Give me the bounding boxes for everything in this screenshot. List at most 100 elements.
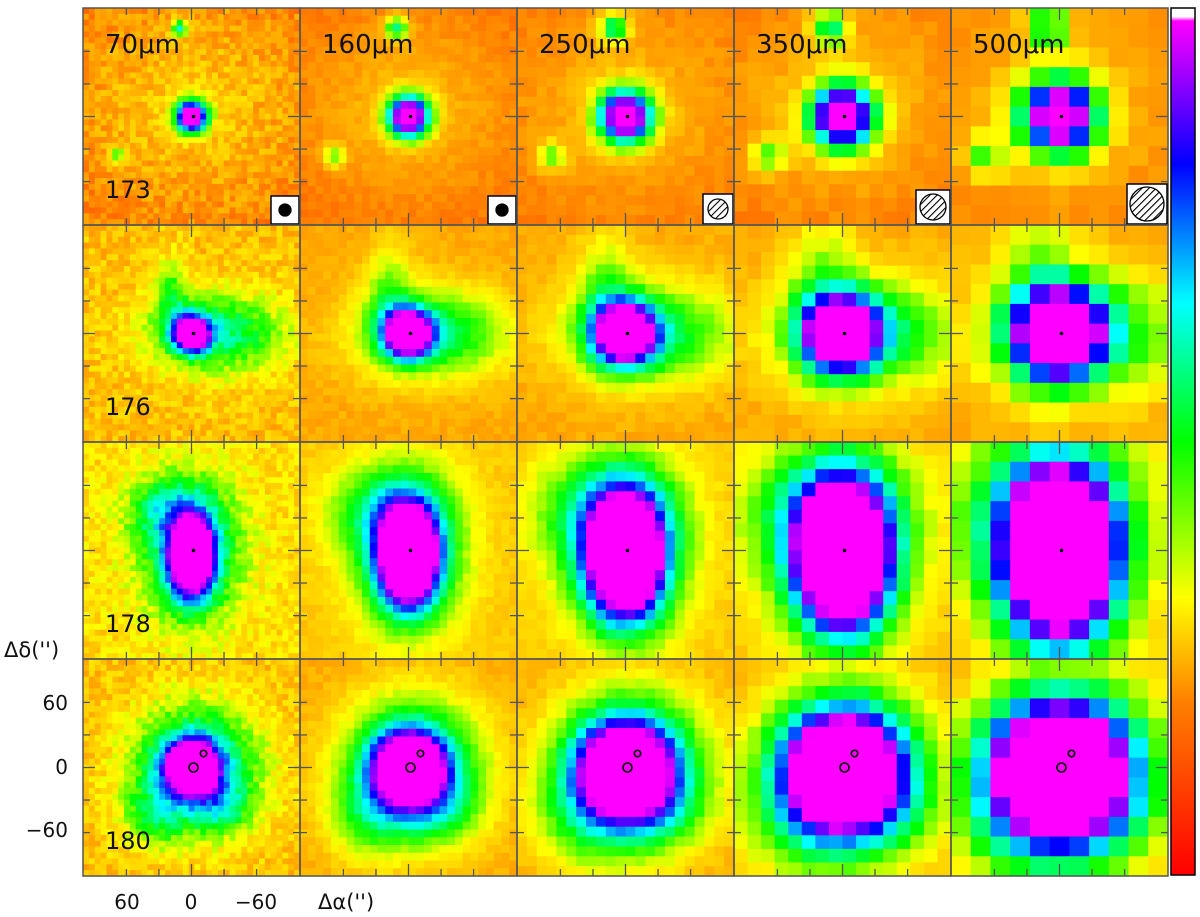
- map-pixel: [264, 324, 272, 332]
- map-pixel: [393, 232, 402, 242]
- map-pixel: [307, 62, 317, 71]
- map-pixel: [883, 89, 898, 104]
- map-pixel: [223, 271, 231, 279]
- map-pixel: [159, 43, 166, 50]
- map-pixel: [354, 217, 363, 226]
- map-pixel: [264, 230, 272, 238]
- map-pixel: [331, 39, 340, 48]
- map-pixel: [307, 271, 317, 280]
- map-pixel: [235, 25, 242, 33]
- map-pixel: [112, 406, 119, 414]
- map-pixel: [447, 287, 456, 296]
- map-pixel: [1108, 205, 1130, 226]
- map-pixel: [385, 116, 394, 125]
- map-pixel: [615, 106, 627, 118]
- map-pixel: [509, 54, 518, 63]
- map-pixel: [176, 301, 184, 308]
- map-pixel: [118, 19, 125, 27]
- map-pixel: [217, 31, 225, 38]
- map-pixel: [235, 195, 242, 203]
- map-pixel: [147, 371, 154, 379]
- map-pixel: [424, 147, 433, 156]
- map-pixel: [331, 263, 340, 273]
- map-pixel: [447, 39, 456, 48]
- map-pixel: [118, 283, 125, 291]
- map-pixel: [264, 90, 272, 97]
- map-pixel: [188, 400, 196, 408]
- map-pixel: [124, 371, 131, 379]
- map-pixel: [212, 254, 219, 261]
- map-pixel: [501, 225, 510, 234]
- map-pixel: [546, 17, 558, 29]
- map-pixel: [118, 330, 125, 338]
- map-pixel: [124, 66, 131, 74]
- map-pixel: [288, 25, 295, 33]
- map-pixel: [264, 84, 272, 91]
- map-pixel: [188, 37, 196, 44]
- map-pixel: [439, 46, 448, 56]
- map-pixel: [493, 85, 503, 94]
- map-pixel: [470, 155, 479, 164]
- map-pixel: [294, 13, 301, 21]
- map-pixel: [300, 62, 309, 71]
- map-pixel: [970, 165, 992, 187]
- map-pixel: [307, 201, 317, 211]
- map-pixel: [307, 70, 317, 79]
- map-pixel: [883, 157, 898, 172]
- map-pixel: [188, 54, 196, 62]
- map-pixel: [94, 307, 102, 314]
- map-pixel: [147, 377, 154, 384]
- map-pixel: [223, 166, 231, 173]
- map-pixel: [400, 225, 410, 234]
- map-pixel: [217, 25, 225, 33]
- map-pixel: [828, 130, 844, 145]
- map-pixel: [338, 23, 348, 32]
- map-pixel: [94, 295, 102, 302]
- map-pixel: [431, 302, 441, 311]
- map-pixel: [264, 383, 272, 390]
- map-pixel: [124, 107, 131, 115]
- map-pixel: [346, 217, 355, 226]
- map-pixel: [235, 160, 242, 167]
- map-pixel: [338, 372, 348, 381]
- map-pixel: [842, 211, 857, 226]
- map-pixel: [106, 271, 113, 279]
- map-pixel: [159, 354, 166, 361]
- map-pixel: [439, 209, 448, 218]
- map-pixel: [439, 271, 448, 280]
- map-pixel: [455, 302, 464, 311]
- map-pixel: [408, 356, 417, 366]
- map-pixel: [1148, 165, 1169, 187]
- map-pixel: [323, 209, 332, 218]
- map-pixel: [159, 8, 166, 15]
- map-pixel: [615, 27, 627, 39]
- map-pixel: [229, 142, 237, 150]
- map-pixel: [241, 377, 248, 384]
- map-pixel: [362, 287, 371, 296]
- map-pixel: [408, 132, 417, 141]
- map-pixel: [200, 283, 207, 291]
- map-pixel: [470, 178, 479, 187]
- map-pixel: [94, 436, 102, 443]
- map-pixel: [369, 201, 379, 211]
- map-pixel: [83, 172, 90, 179]
- map-pixel: [486, 62, 495, 71]
- map-pixel: [112, 295, 119, 302]
- map-pixel: [182, 160, 190, 167]
- map-pixel: [400, 263, 410, 273]
- map-pixel: [159, 418, 166, 425]
- map-pixel: [147, 436, 154, 443]
- map-pixel: [990, 86, 1011, 108]
- map-pixel: [288, 260, 295, 267]
- map-pixel: [439, 201, 448, 211]
- map-pixel: [223, 236, 231, 244]
- map-pixel: [176, 72, 184, 79]
- map-pixel: [241, 119, 248, 126]
- map-pixel: [247, 90, 254, 97]
- map-pixel: [605, 37, 617, 49]
- map-pixel: [229, 8, 237, 15]
- map-pixel: [761, 157, 776, 172]
- map-pixel: [990, 126, 1011, 147]
- map-pixel: [83, 242, 90, 250]
- map-pixel: [307, 23, 317, 32]
